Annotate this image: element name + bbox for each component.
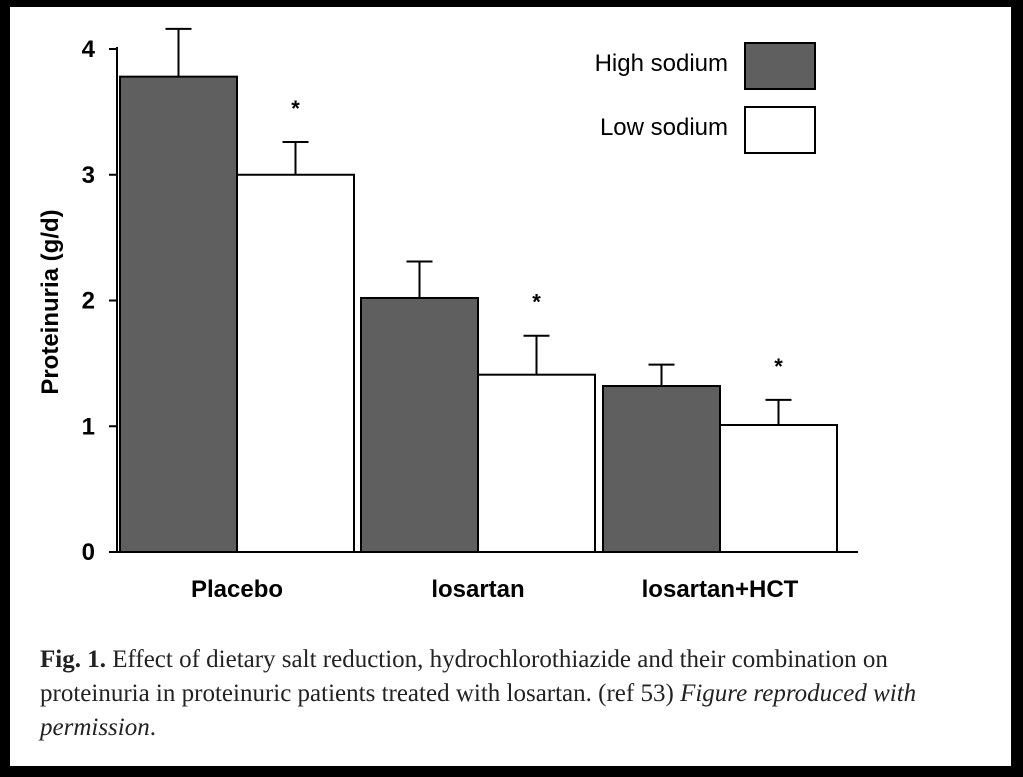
bar: [719, 423, 838, 553]
y-tick-label: 0: [82, 539, 95, 566]
bar: [477, 373, 596, 553]
legend-swatch: [744, 42, 816, 90]
x-tick-label: Placebo: [191, 576, 283, 603]
bar: [119, 75, 238, 553]
significance-marker: *: [291, 96, 300, 121]
significance-marker: *: [774, 354, 783, 379]
caption-text: Effect of dietary salt reduction, hydroc…: [40, 646, 888, 707]
legend-label: High sodium: [595, 50, 728, 77]
caption-credit: Figure reproduced with permission: [40, 680, 917, 741]
bar: [360, 296, 479, 553]
y-tick-label: 2: [82, 288, 95, 315]
significance-marker: *: [532, 290, 541, 315]
y-tick-label: 4: [82, 36, 96, 63]
x-tick-label: losartan+HCT: [642, 576, 799, 603]
figure-frame: * * * 0 1 2 3 4 Proteinuria (g/d) Placebo losartan…: [10, 7, 1011, 766]
x-tick-label: losartan: [431, 576, 524, 603]
y-tick-label: 3: [82, 162, 95, 189]
legend-swatch: [744, 106, 816, 154]
caption-label: Fig. 1.: [40, 646, 106, 673]
bar-chart: * * * 0 1 2 3 4 Proteinuria (g/d) Placebo losartan…: [37, 27, 858, 603]
y-axis-label: Proteinuria (g/d): [37, 209, 64, 394]
y-tick-label: 1: [82, 413, 95, 440]
caption-end: .: [149, 714, 156, 741]
bar: [236, 173, 355, 553]
figure-caption: Fig. 1. Effect of dietary salt reduction…: [40, 643, 940, 745]
legend-label: Low sodium: [600, 114, 728, 141]
bar: [602, 385, 721, 554]
